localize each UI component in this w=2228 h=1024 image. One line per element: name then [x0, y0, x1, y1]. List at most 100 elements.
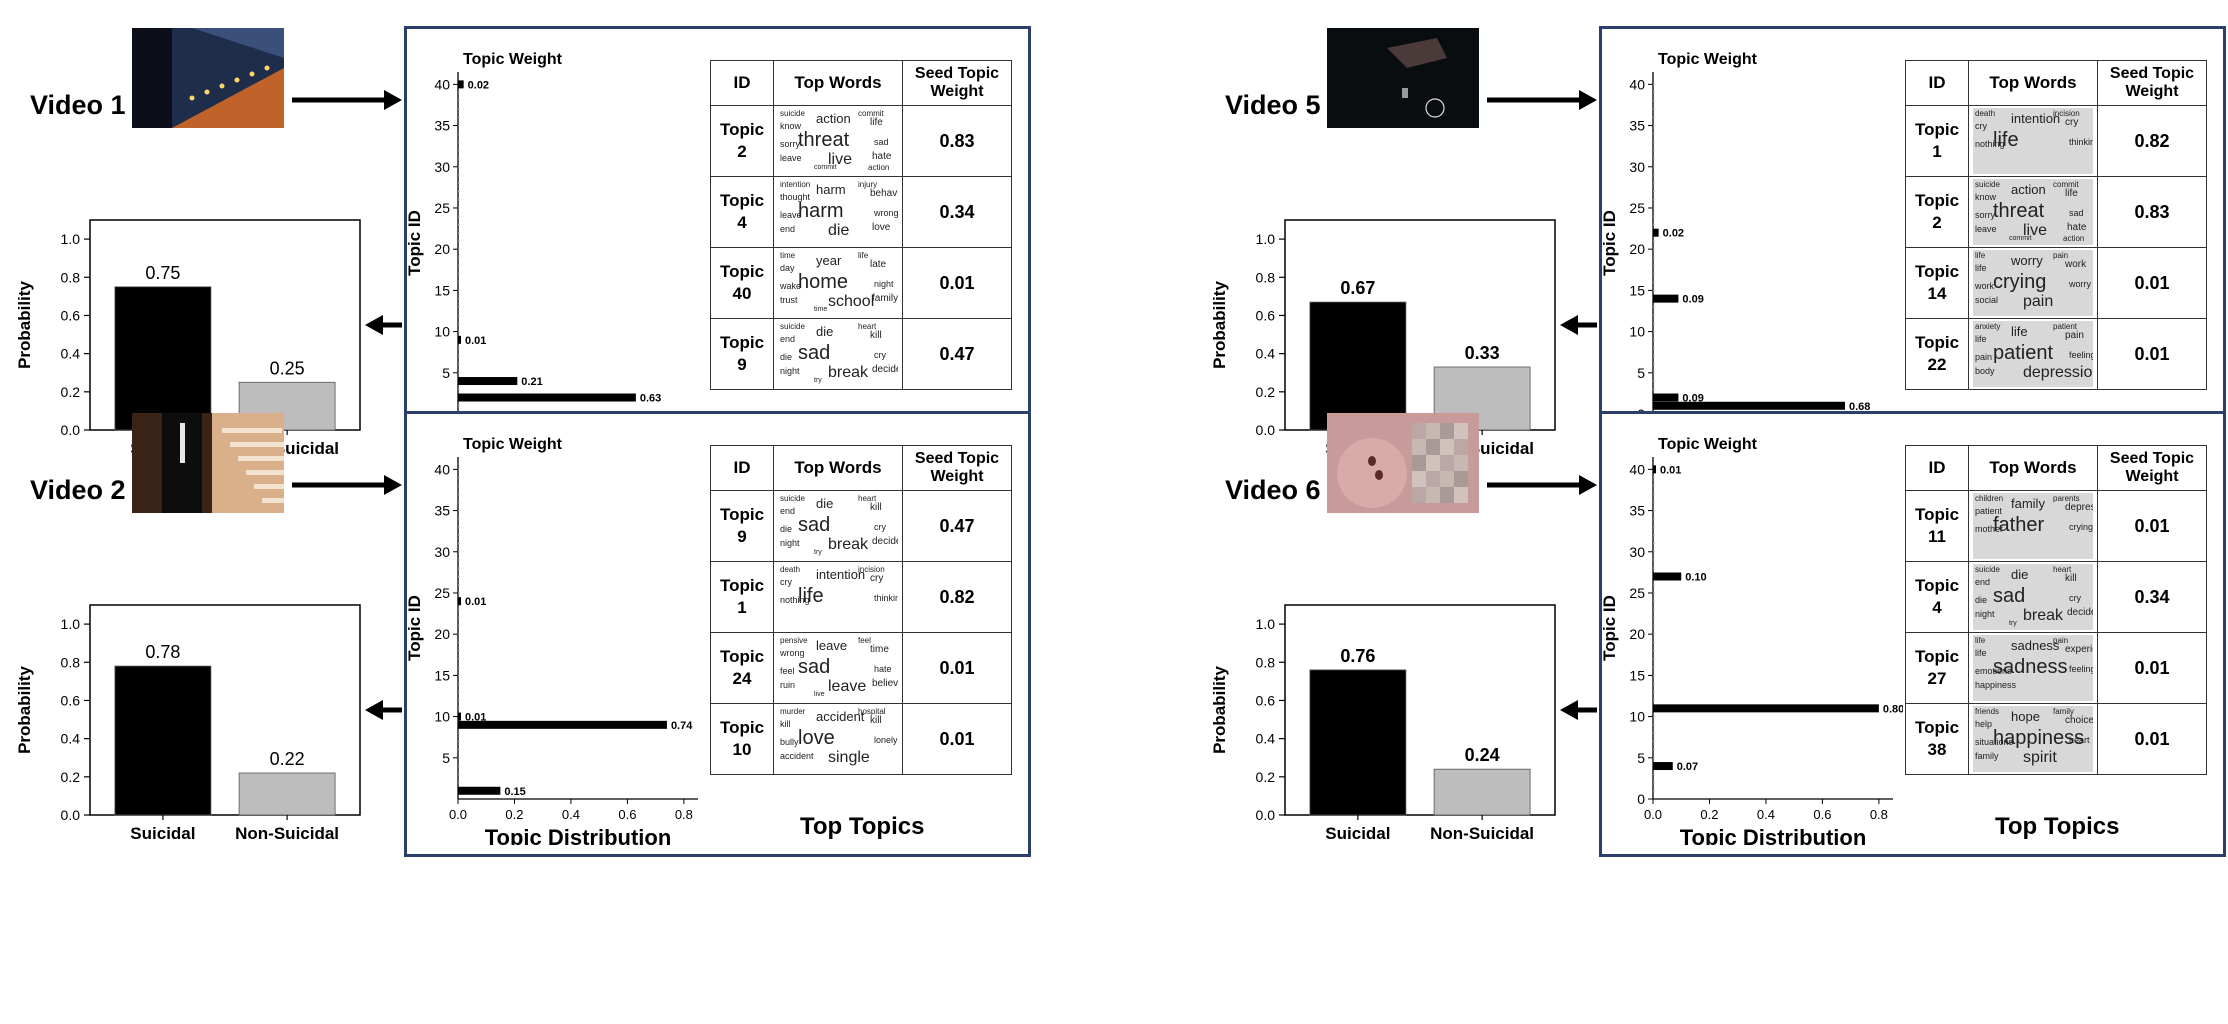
cloud-word: try	[814, 549, 822, 556]
y-tick-label: 0.2	[1256, 384, 1276, 400]
cloud-word: emotions	[1975, 666, 2012, 676]
cloud-word: body	[1975, 366, 1995, 376]
topic-id-number: 27	[1927, 669, 1947, 688]
word-cloud: anxiety life patient pain life patient pain fee…	[1973, 321, 2093, 387]
topic-id-label: Topic	[1914, 333, 1960, 352]
topic-id-label: Topic	[719, 647, 765, 666]
x-tick-label: 0.4	[1757, 807, 1775, 822]
cloud-word: believe	[872, 678, 898, 689]
word-cloud: death intention incision cry cry life nothing t…	[778, 564, 898, 630]
cloud-word: cry	[2065, 117, 2079, 128]
table-header: Top Words	[1968, 60, 2098, 106]
cloud-word: life	[2065, 188, 2078, 199]
topic-id-cell: Topic 24	[710, 632, 774, 704]
y-tick-label: 15	[434, 667, 450, 683]
cloud-word: feelings	[2069, 664, 2093, 674]
topic-id-cell: Topic 38	[1905, 703, 1969, 775]
topic-bar	[458, 335, 461, 344]
word-cloud-cell: suicide die heart kill end sad die cry night brea…	[773, 490, 903, 562]
cloud-word: patient	[1975, 506, 2003, 516]
video-panel-v5: Video 5 0.0 0.2 0.4 0.6 0.8 1.0 Probability 0.67…	[1195, 0, 2228, 480]
topic-bar-value: 0.02	[1663, 228, 1684, 240]
y-tick-label: 0.0	[61, 422, 81, 438]
cloud-word: nothing	[780, 595, 810, 605]
cloud-word: life	[1975, 251, 1986, 260]
table-row: Topic27lifesadnesspainexperiencelifesadn…	[1905, 632, 2207, 704]
cloud-word: leave	[828, 678, 867, 695]
word-cloud-cell: pensive leave feel time wrong sad feel hate ruin…	[773, 632, 903, 704]
topic-id-number: 14	[1927, 284, 1947, 303]
word-cloud: suicide action commit life know threat sorry sa…	[1973, 179, 2093, 245]
cloud-word: sad	[874, 137, 889, 147]
cloud-word: depression	[2065, 502, 2093, 513]
topic-weight-chart: Topic Weight 0 5 10 15 20 25 30 35 40 0.0 0.2 0.4 0.6…	[1600, 425, 1904, 850]
top-topics-caption: Top Topics	[800, 813, 925, 840]
word-cloud: pensive leave feel time wrong sad feel hate ruin…	[778, 635, 898, 701]
probability-chart: 0.0 0.2 0.4 0.6 0.8 1.0 Probability 0.76 Suicida…	[1205, 590, 1565, 860]
cloud-word: hate	[2067, 222, 2087, 233]
cloud-word: hospital	[858, 707, 886, 716]
topic-bar-value: 0.10	[1685, 571, 1706, 583]
cloud-word: action	[868, 163, 890, 172]
table-row: Topic 4 intention harm injurybehaviour though…	[710, 176, 1012, 248]
cloud-word: incision	[2053, 109, 2080, 118]
word-cloud: lifesadnesspainexperiencelifesadnessemot…	[1973, 635, 2093, 701]
seed-weight-cell: 0.82	[902, 561, 1012, 633]
plot-frame	[1284, 604, 1556, 816]
y-tick-label: 20	[434, 241, 450, 257]
bar-value-label: 0.67	[1340, 278, 1375, 298]
cloud-word: sorry	[780, 139, 800, 149]
cloud-word: live	[814, 691, 825, 698]
cloud-word: work	[2065, 259, 2087, 270]
table-row: Topic38friendshopefamilychoiceshelphappi…	[1905, 703, 2207, 775]
topic-id-label: Topic	[719, 191, 765, 210]
bar-value-label: 0.25	[270, 358, 305, 378]
y-tick-label: 0.4	[61, 731, 81, 747]
y-tick-label: 20	[434, 626, 450, 642]
topic-id-number: 22	[1927, 355, 1947, 374]
y-tick-label: 0.4	[61, 346, 81, 362]
cloud-word: night	[1975, 609, 1995, 619]
topic-bar-value: 0.01	[1660, 464, 1681, 476]
cloud-word: sadness	[2011, 638, 2060, 653]
seed-weight-cell: 0.01	[902, 632, 1012, 704]
dark-hand-thumbnail	[1327, 28, 1479, 128]
cloud-word: die	[1975, 595, 1988, 605]
cloud-word: feel	[780, 666, 795, 676]
word-cloud-cell: friendshopefamilychoiceshelphappinesssit…	[1968, 703, 2098, 775]
topic-id-cell: Topic 9	[710, 318, 774, 390]
cloud-word: end	[780, 334, 796, 344]
cloud-word: sad	[1993, 585, 2026, 607]
topic-bar	[1653, 572, 1682, 581]
topic-id-cell: Topic 1	[710, 561, 774, 633]
cloud-word: wake	[780, 281, 802, 291]
topic-id-number: 2	[1932, 213, 1942, 232]
cloud-word: die	[828, 222, 850, 239]
cloud-word: feelings	[2069, 350, 2093, 360]
cloud-word: family	[2011, 496, 2045, 511]
x-tick-label: 0.2	[1700, 807, 1718, 822]
topic-id-label: Topic	[719, 262, 765, 281]
cloud-word: try	[2009, 620, 2017, 627]
word-cloud-cell: murder accident hospital kill kill love bully l…	[773, 703, 903, 775]
y-tick-label: 25	[434, 585, 450, 601]
cloud-word: threat	[1993, 200, 2045, 222]
cloud-word: children	[1975, 494, 2004, 503]
seed-weight-cell: 0.82	[2097, 105, 2207, 177]
cloud-word: suicide	[780, 322, 805, 331]
x-category-label: Suicidal	[130, 824, 195, 843]
y-axis-label: Topic ID	[408, 595, 424, 661]
cloud-word: suicide	[1975, 565, 2000, 574]
y-tick-label: 25	[1629, 585, 1645, 601]
table-row: Topic 14 life worry pain work life crying work wo…	[1905, 247, 2207, 319]
video-label: Video 6	[1225, 475, 1321, 505]
cloud-word: end	[1975, 577, 1991, 587]
y-tick-label: 0.8	[61, 654, 81, 670]
seed-weight-cell: 0.01	[2097, 318, 2207, 390]
word-cloud: suicide die heart kill end sad die cry night brea…	[778, 321, 898, 387]
cloud-word: hate	[872, 151, 892, 162]
word-cloud: friendshopefamilychoiceshelphappinesssit…	[1973, 706, 2093, 772]
y-tick-label: 30	[1629, 159, 1645, 175]
word-cloud-cell: lifesadnesspainexperiencelifesadnessemot…	[1968, 632, 2098, 704]
